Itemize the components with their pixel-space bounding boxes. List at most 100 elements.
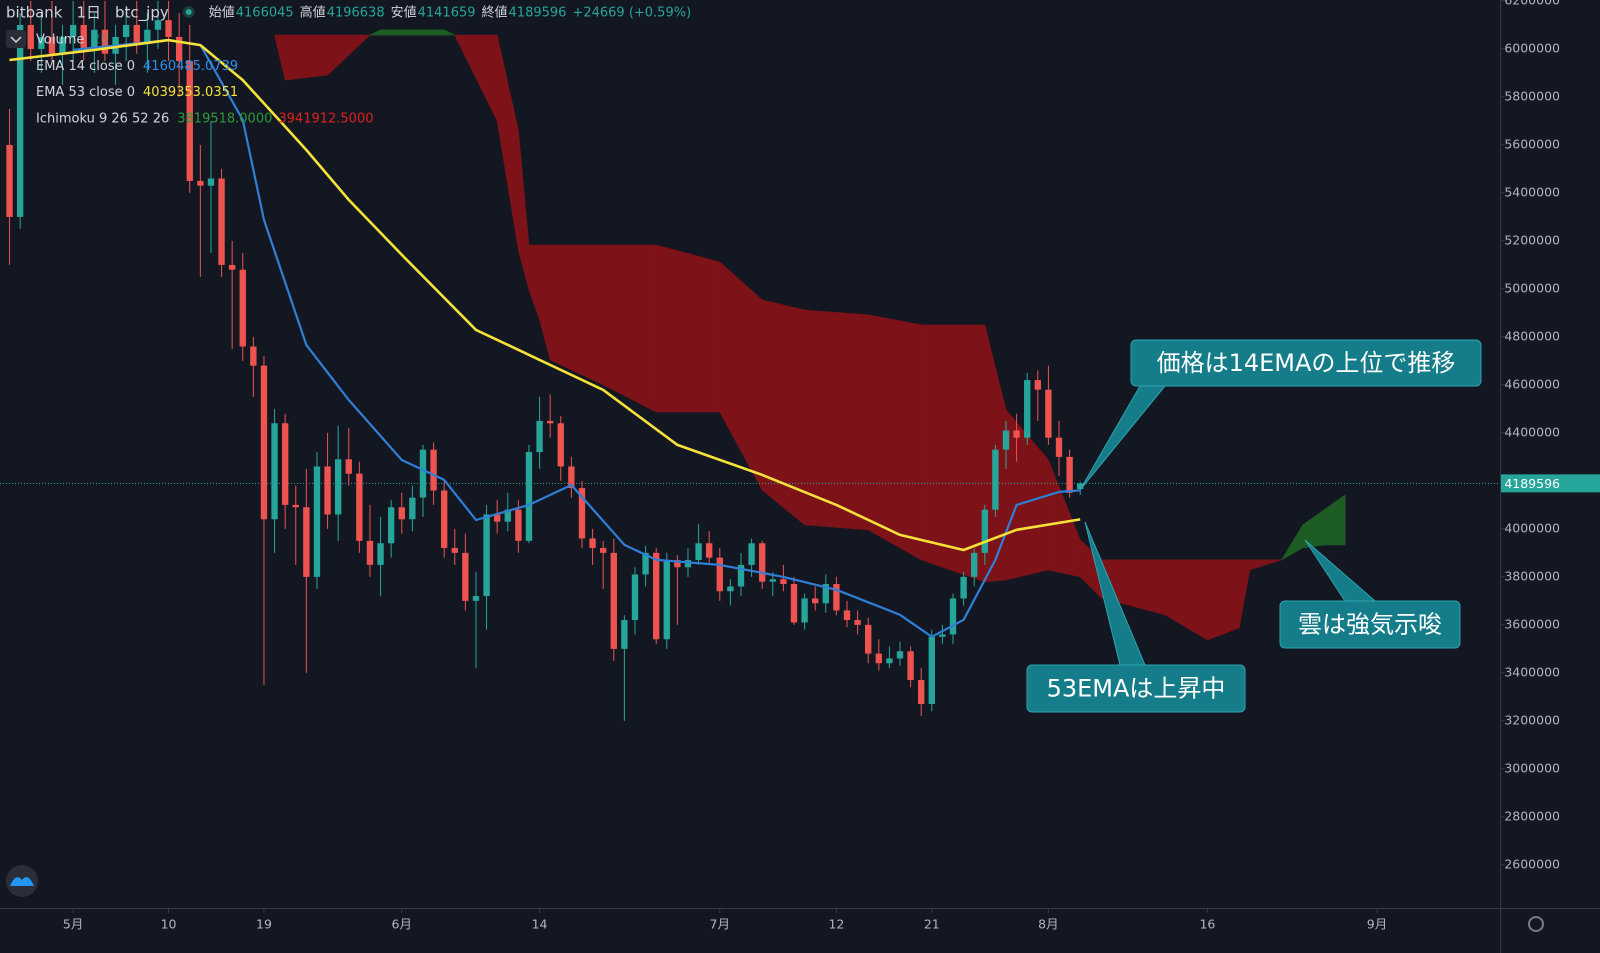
candle-body bbox=[610, 552, 617, 649]
candle-body bbox=[557, 423, 564, 467]
candle-body bbox=[292, 504, 299, 508]
candle-body bbox=[875, 653, 882, 664]
status-dot-inner bbox=[185, 9, 192, 15]
candle-body bbox=[409, 497, 416, 520]
candle-body bbox=[1055, 437, 1063, 457]
candle-body bbox=[451, 548, 458, 553]
legend-value: 4160485.0739 bbox=[143, 59, 238, 74]
candle-body bbox=[6, 144, 13, 217]
candle-body bbox=[366, 540, 374, 565]
x-tick-label: 16 bbox=[1199, 917, 1215, 932]
candle-body bbox=[250, 346, 257, 366]
header-text: 4189596 bbox=[509, 6, 567, 21]
candle-body bbox=[48, 36, 56, 54]
candle-body bbox=[515, 509, 522, 541]
ichimoku-cloud bbox=[443, 29, 455, 36]
legend-value: 4039353.0351 bbox=[143, 85, 238, 100]
x-tick-label: 12 bbox=[828, 917, 844, 932]
candle-body bbox=[387, 507, 395, 544]
plot-area bbox=[0, 0, 1500, 721]
callout-text: 53EMAは上昇中 bbox=[1047, 675, 1226, 703]
y-tick-label: 3600000 bbox=[1504, 616, 1560, 631]
y-tick-label: 3400000 bbox=[1504, 664, 1560, 679]
candle-body bbox=[706, 543, 713, 558]
x-tick-label: 8月 bbox=[1038, 917, 1058, 932]
candle-body bbox=[1066, 456, 1073, 493]
header-text: 安値 bbox=[391, 5, 417, 21]
y-tick-label: 5800000 bbox=[1504, 88, 1560, 103]
y-tick-label: 4000000 bbox=[1504, 520, 1560, 535]
legend-label: Ichimoku 9 26 52 26 bbox=[36, 111, 169, 126]
callout-box bbox=[1026, 664, 1246, 713]
candle-body bbox=[1034, 380, 1041, 390]
candle-body bbox=[589, 538, 596, 549]
x-tick-label: 10 bbox=[161, 917, 177, 932]
callout-box bbox=[1279, 600, 1461, 649]
legend-label: EMA 53 close 0 bbox=[36, 85, 135, 100]
legend-toggle[interactable] bbox=[6, 30, 26, 48]
y-tick-label: 5400000 bbox=[1504, 184, 1560, 199]
candle-body bbox=[218, 178, 225, 265]
candle-body bbox=[1002, 430, 1010, 450]
settings-button[interactable] bbox=[1528, 916, 1544, 932]
candle-body bbox=[600, 548, 607, 553]
header-text: 4166045 bbox=[236, 6, 294, 21]
candle-body bbox=[419, 449, 427, 498]
candle-body bbox=[144, 29, 151, 45]
candle-body bbox=[1045, 389, 1052, 438]
x-tick-label: 5月 bbox=[63, 917, 83, 932]
y-tick-label: 2800000 bbox=[1504, 808, 1560, 823]
candle-body bbox=[281, 423, 289, 505]
candle-body bbox=[271, 423, 278, 520]
ichimoku-cloud bbox=[761, 299, 805, 526]
candle-body bbox=[737, 564, 745, 587]
candle-body bbox=[854, 620, 861, 625]
y-tick-label: 5200000 bbox=[1504, 232, 1560, 247]
candle-body bbox=[769, 579, 776, 582]
candle-body bbox=[780, 579, 787, 585]
callout-box bbox=[1130, 339, 1482, 387]
candle-body bbox=[896, 651, 904, 659]
candle-body bbox=[568, 466, 575, 489]
y-tick-label: 6200000 bbox=[1504, 0, 1560, 7]
candle-body bbox=[122, 24, 130, 37]
candle-body bbox=[1013, 430, 1020, 438]
candle-body bbox=[801, 598, 808, 623]
legend-toggle-icon bbox=[10, 36, 22, 44]
x-tick-label: 14 bbox=[532, 917, 548, 932]
candle-body bbox=[971, 552, 978, 577]
ichimoku-cloud bbox=[602, 244, 657, 413]
candle-body bbox=[239, 269, 246, 347]
y-tick-label: 3200000 bbox=[1504, 712, 1560, 727]
candle-body bbox=[483, 514, 490, 597]
x-tick-label: 21 bbox=[924, 917, 940, 932]
candle-body bbox=[621, 620, 628, 649]
y-tick-label: 4400000 bbox=[1504, 424, 1560, 439]
candle-body bbox=[716, 557, 723, 592]
candle-body bbox=[133, 24, 140, 45]
candle-body bbox=[525, 452, 533, 541]
header-text: 高値 bbox=[300, 5, 326, 21]
candle-body bbox=[303, 507, 310, 577]
ichimoku-cloud bbox=[655, 244, 721, 413]
candle-body bbox=[165, 20, 172, 37]
candle-body bbox=[91, 29, 98, 49]
candle-body bbox=[345, 459, 352, 474]
candle-body bbox=[1077, 483, 1084, 490]
candle-body bbox=[960, 576, 967, 599]
header-text: 始値 bbox=[209, 5, 235, 21]
candle-body bbox=[430, 449, 437, 491]
candle-body bbox=[472, 596, 480, 601]
candle-body bbox=[578, 488, 586, 539]
candle-body bbox=[80, 24, 87, 49]
candle-body bbox=[462, 552, 469, 601]
candle-body bbox=[727, 586, 734, 592]
y-tick-label: 4600000 bbox=[1504, 376, 1560, 391]
last-price-box bbox=[1501, 474, 1600, 493]
candle-body bbox=[536, 420, 543, 453]
callout-text: 価格は14EMAの上位で推移 bbox=[1157, 349, 1456, 377]
candle-body bbox=[695, 543, 702, 561]
candle-body bbox=[631, 574, 639, 621]
candle-body bbox=[790, 584, 798, 623]
